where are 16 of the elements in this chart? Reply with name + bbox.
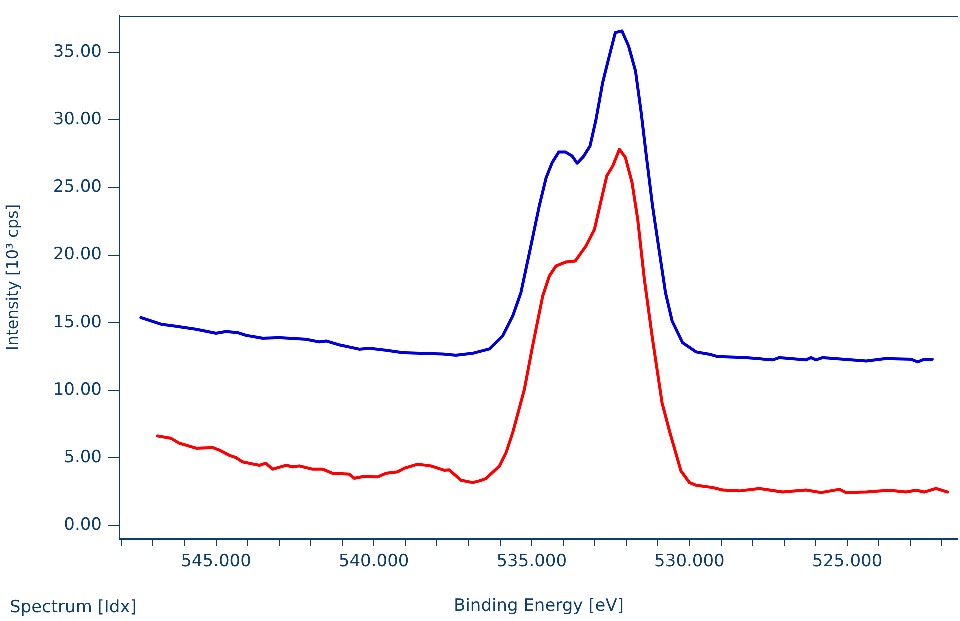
- y-tick-label: 35.00: [53, 42, 102, 62]
- y-axis-title: Intensity [10³ cps]: [2, 204, 22, 351]
- y-tick-label: 30.00: [53, 110, 102, 130]
- y-tick-label: 25.00: [53, 177, 102, 198]
- x-tick-label: 540.000: [338, 552, 410, 572]
- x-tick-label: 530.000: [654, 552, 725, 572]
- y-tick-label: 20.00: [53, 244, 102, 265]
- x-tick-label: 525.000: [812, 552, 883, 572]
- x-axis-title: Binding Energy [eV]: [454, 596, 624, 616]
- y-tick-label: 5.00: [64, 447, 102, 468]
- x-tick-label: 545.000: [181, 552, 252, 572]
- y-tick-label: 0.00: [64, 514, 102, 535]
- x-tick-label: 535.000: [496, 552, 568, 572]
- text: Spectrum [Idx]: [10, 597, 137, 618]
- y-tick-label: 10.00: [53, 380, 102, 400]
- y-tick-label: 15.00: [53, 312, 102, 332]
